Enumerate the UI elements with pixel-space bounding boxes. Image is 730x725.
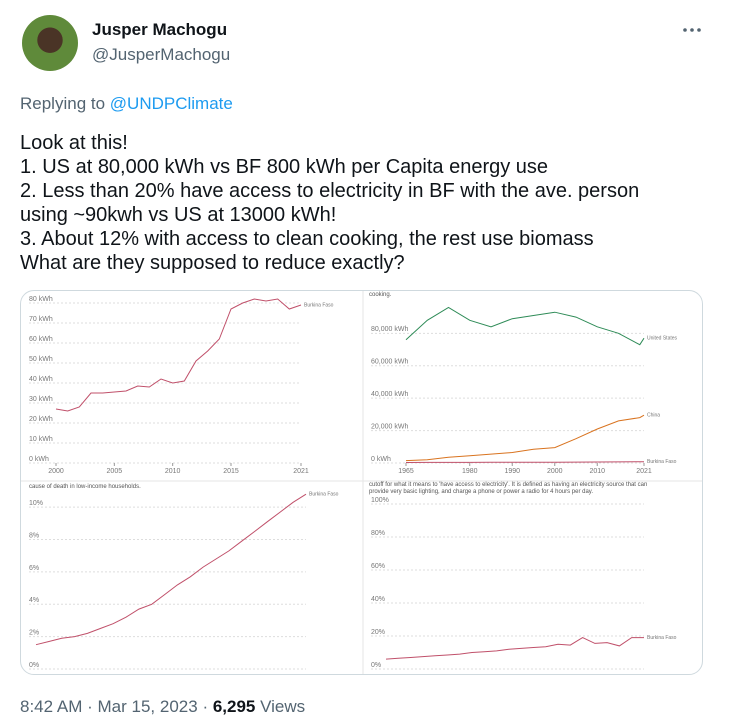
y-tick-label: 50 kWh	[29, 356, 53, 363]
tweet-text: Look at this! 1. US at 80,000 kWh vs BF 8…	[20, 131, 639, 275]
series-label: Burkina Faso	[304, 302, 334, 308]
x-tick-label: 2005	[107, 468, 123, 475]
series-line	[405, 306, 645, 346]
tweet-footer: 8:42 AM · Mar 15, 2023 · 6,295 Views	[20, 697, 305, 717]
series-label: Burkina Faso	[309, 492, 339, 498]
x-tick-label: 2015	[223, 468, 239, 475]
time: 8:42 AM	[20, 697, 83, 716]
y-tick-label: 10%	[29, 500, 43, 507]
x-tick-label: 2010	[165, 468, 181, 475]
views-count: 6,295	[212, 697, 256, 716]
y-tick-label: 0%	[371, 662, 381, 669]
y-tick-label: 60,000 kWh	[371, 359, 408, 366]
x-tick-label: 2021	[293, 468, 309, 475]
y-tick-label: 60 kWh	[29, 336, 53, 343]
series-label: China	[647, 413, 660, 419]
y-tick-label: 30 kWh	[29, 396, 53, 403]
x-tick-label: 2021	[636, 468, 652, 475]
x-tick-label: 2000	[547, 468, 563, 475]
chart-caption: cutoff for what it means to 'have access…	[369, 482, 648, 495]
avatar[interactable]	[22, 15, 78, 71]
y-tick-label: 40,000 kWh	[371, 391, 408, 398]
tweet-line: 3. About 12% with access to clean cookin…	[20, 228, 594, 250]
series-line	[405, 414, 645, 462]
y-tick-label: 80%	[371, 530, 385, 537]
y-tick-label: 2%	[29, 629, 39, 636]
author-handle[interactable]: @JusperMachogu	[92, 45, 231, 64]
y-tick-label: 0%	[29, 662, 39, 669]
separator: ·	[202, 697, 209, 716]
charts: 0 kWh 10 kWh 20 kWh 30 kWh 40 kWh 50 kWh 60 kW…	[21, 291, 702, 674]
series-line	[35, 493, 307, 646]
tweet-line: Look at this!	[20, 132, 128, 154]
tweet-line: 2. Less than 20% have access to electric…	[20, 180, 640, 202]
y-tick-label: 20 kWh	[29, 416, 53, 423]
chart-caption: cause of death in low-income households.	[29, 484, 141, 490]
reply-line: Replying to @UNDPClimate	[20, 94, 233, 114]
y-tick-label: 70 kWh	[29, 316, 53, 323]
tweet-line: What are they supposed to reduce exactly…	[20, 252, 405, 274]
y-tick-label: 20,000 kWh	[371, 423, 408, 430]
series-line	[55, 298, 302, 412]
y-tick-label: 8%	[29, 532, 39, 539]
tweet-line: 1. US at 80,000 kWh vs BF 800 kWh per Ca…	[20, 156, 549, 178]
reply-target[interactable]: @UNDPClimate	[109, 94, 233, 113]
tweet-image[interactable]: 0 kWh 10 kWh 20 kWh 30 kWh 40 kWh 50 kWh 60 kW…	[20, 290, 703, 675]
separator: ·	[87, 697, 93, 716]
tweet-line: using ~90kwh vs US at 13000 kWh!	[20, 204, 337, 226]
x-tick-label: 2010	[589, 468, 605, 475]
x-tick-label: 1980	[462, 468, 478, 475]
y-tick-label: 20%	[371, 629, 385, 636]
x-tick-label: 2000	[48, 468, 64, 475]
y-tick-label: 80 kWh	[29, 296, 53, 303]
series-label: Burkina Faso	[647, 459, 677, 465]
series-label: United States	[647, 336, 678, 342]
series-line	[405, 461, 644, 463]
y-tick-label: 60%	[371, 563, 385, 570]
series-line	[385, 637, 644, 660]
views-label: Views	[260, 697, 306, 716]
y-tick-label: 0 kWh	[29, 456, 49, 463]
author-name[interactable]: Jusper Machogu	[92, 20, 228, 39]
x-tick-label: 1965	[398, 468, 414, 475]
y-tick-label: 40%	[371, 596, 385, 603]
y-tick-label: 0 kWh	[371, 456, 391, 463]
y-tick-label: 4%	[29, 597, 39, 604]
reply-prefix: Replying to	[20, 94, 106, 113]
x-tick-label: 1990	[504, 468, 520, 475]
more-button[interactable]	[682, 24, 702, 36]
y-tick-label: 40 kWh	[29, 376, 53, 383]
date[interactable]: Mar 15, 2023	[97, 697, 198, 716]
chart-caption: cooking.	[369, 292, 392, 298]
y-tick-label: 6%	[29, 565, 39, 572]
y-tick-label: 10 kWh	[29, 436, 53, 443]
series-label: Burkina Faso	[647, 635, 677, 641]
y-tick-label: 100%	[371, 497, 389, 504]
y-tick-label: 80,000 kWh	[371, 326, 408, 333]
